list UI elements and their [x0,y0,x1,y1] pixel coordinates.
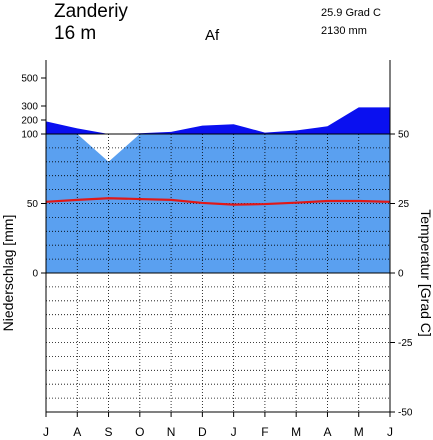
elevation-label: 16 m [54,23,96,44]
right-axis-label: Temperatur [Grad C] [418,209,433,337]
month-label: J [43,425,49,439]
mean-temperature-label: 25.9 Grad C [321,7,381,19]
left-tick-label: 300 [21,102,38,113]
month-label: S [105,425,113,439]
month-label: A [73,425,81,439]
station-name: Zanderiy [54,1,128,22]
month-label: D [198,425,207,439]
left-tick-label: 200 [21,116,38,127]
right-tick-label: -50 [398,408,413,419]
temperature-series [45,197,391,206]
climate-class-label: Af [205,27,220,44]
month-label: J [387,425,393,439]
left-tick-label: 50 [27,199,39,210]
left-axis-label: Niederschlag [mm] [0,215,16,332]
annual-precipitation-label: 2130 mm [321,25,367,37]
right-tick-label: -25 [398,338,413,349]
right-tick-label: 0 [398,269,404,280]
right-tick-label: 25 [398,199,410,210]
left-tick-label: 100 [21,130,38,141]
left-tick-label: 500 [21,74,38,85]
axes [45,60,391,413]
month-label: F [261,425,268,439]
month-label: A [323,425,331,439]
month-label: M [354,425,364,439]
right-tick-label: 50 [398,130,410,141]
month-label: N [167,425,176,439]
precipitation-areas [46,107,390,273]
left-tick-label: 0 [32,269,38,280]
temperature-line [45,197,391,206]
month-label: M [291,425,301,439]
perhumid-area [46,107,390,134]
month-label: J [231,425,237,439]
month-label: O [135,425,144,439]
